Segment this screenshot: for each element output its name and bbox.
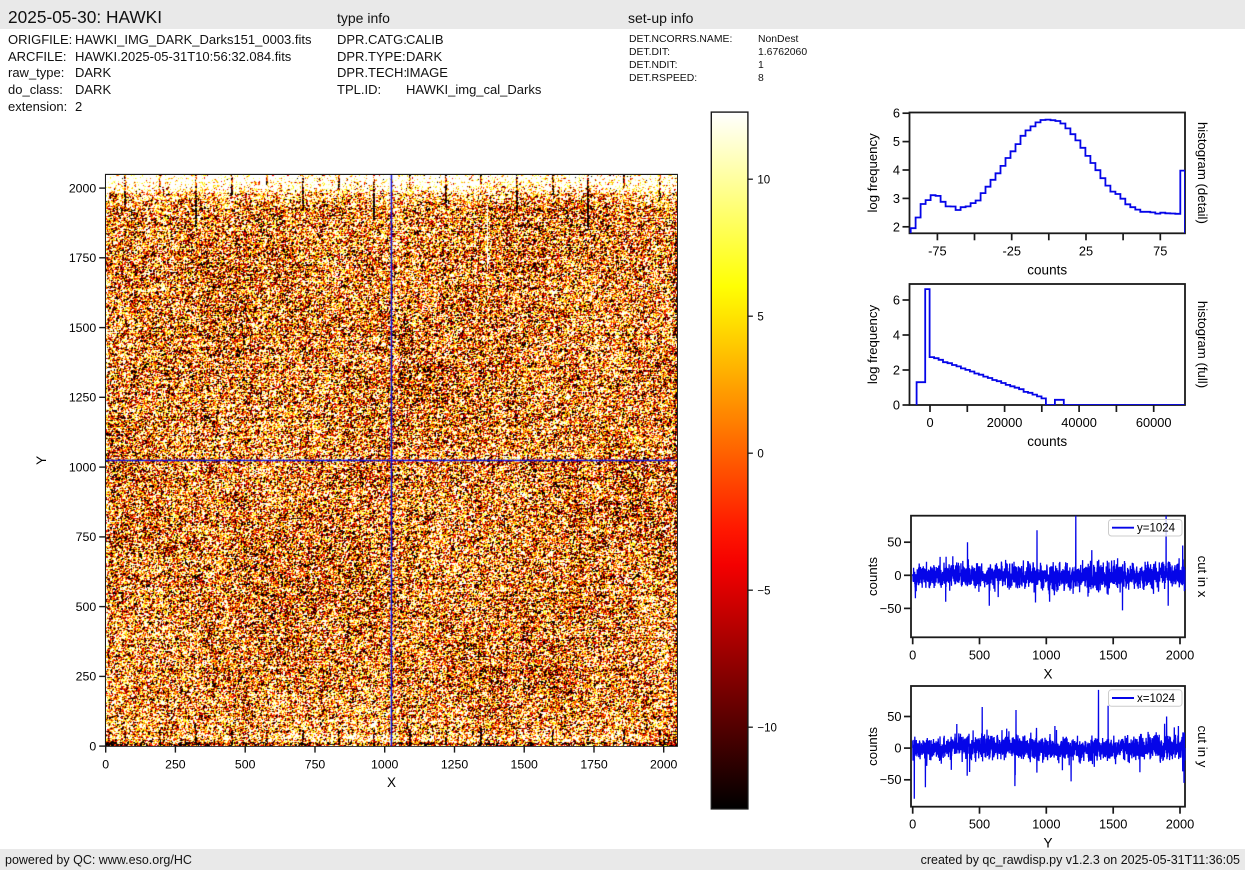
svg-text:25: 25	[1079, 243, 1093, 258]
svg-text:5: 5	[757, 311, 763, 323]
svg-text:40000: 40000	[1061, 415, 1097, 430]
svg-text:−5: −5	[757, 585, 770, 597]
svg-text:0: 0	[894, 741, 901, 756]
svg-text:1000: 1000	[371, 758, 399, 772]
svg-text:500: 500	[969, 647, 990, 662]
svg-text:0: 0	[894, 568, 901, 583]
svg-text:−10: −10	[757, 722, 777, 734]
svg-text:counts: counts	[1027, 434, 1067, 449]
svg-text:6: 6	[893, 106, 900, 121]
svg-text:0: 0	[757, 448, 763, 460]
svg-text:1500: 1500	[1099, 817, 1127, 832]
svg-text:75: 75	[1153, 243, 1167, 258]
svg-text:5: 5	[893, 134, 900, 149]
svg-text:10: 10	[757, 174, 770, 186]
svg-text:1000: 1000	[1032, 647, 1060, 662]
svg-text:2: 2	[893, 363, 900, 378]
svg-text:0: 0	[909, 817, 916, 832]
svg-text:1250: 1250	[441, 758, 469, 772]
svg-text:1000: 1000	[1032, 817, 1060, 832]
svg-text:1000: 1000	[69, 460, 97, 474]
svg-text:−50: −50	[880, 601, 902, 616]
svg-text:y=1024: y=1024	[1137, 523, 1176, 535]
svg-text:X: X	[1043, 666, 1052, 681]
svg-text:2000: 2000	[650, 758, 678, 772]
svg-text:750: 750	[305, 758, 326, 772]
svg-text:-25: -25	[1002, 243, 1021, 258]
svg-text:2000: 2000	[1166, 647, 1194, 662]
svg-text:750: 750	[76, 530, 97, 544]
svg-text:Y: Y	[34, 456, 49, 465]
svg-text:-75: -75	[928, 243, 947, 258]
svg-text:x=1024: x=1024	[1137, 693, 1176, 705]
svg-text:1500: 1500	[511, 758, 539, 772]
svg-text:500: 500	[235, 758, 256, 772]
svg-text:0: 0	[909, 647, 916, 662]
svg-text:counts: counts	[1027, 262, 1067, 277]
svg-text:50: 50	[887, 709, 901, 724]
svg-text:counts: counts	[865, 727, 880, 766]
svg-text:counts: counts	[865, 557, 880, 596]
svg-text:2: 2	[893, 219, 900, 234]
svg-text:0: 0	[893, 398, 900, 413]
svg-text:6: 6	[893, 293, 900, 308]
svg-text:1750: 1750	[69, 251, 97, 265]
svg-text:60000: 60000	[1136, 415, 1172, 430]
svg-text:0: 0	[89, 739, 96, 753]
svg-text:500: 500	[76, 600, 97, 614]
svg-text:500: 500	[969, 817, 990, 832]
svg-text:log frequency: log frequency	[865, 133, 880, 213]
svg-text:20000: 20000	[987, 415, 1023, 430]
svg-text:3: 3	[893, 191, 900, 206]
svg-text:0: 0	[926, 415, 933, 430]
svg-text:1750: 1750	[580, 758, 608, 772]
svg-text:2000: 2000	[69, 181, 97, 195]
svg-text:4: 4	[893, 163, 900, 178]
svg-text:1500: 1500	[1099, 647, 1127, 662]
svg-text:250: 250	[76, 670, 97, 684]
svg-text:1500: 1500	[69, 321, 97, 335]
svg-text:cut in x: cut in x	[1195, 556, 1210, 598]
svg-text:histogram (full): histogram (full)	[1195, 301, 1210, 388]
svg-text:log frequency: log frequency	[865, 305, 880, 385]
svg-text:histogram (detail): histogram (detail)	[1195, 122, 1210, 224]
svg-text:cut in y: cut in y	[1195, 726, 1210, 768]
svg-text:0: 0	[102, 758, 109, 772]
svg-text:4: 4	[893, 328, 900, 343]
svg-text:50: 50	[887, 535, 901, 550]
svg-text:250: 250	[165, 758, 186, 772]
svg-text:−50: −50	[880, 772, 902, 787]
svg-text:2000: 2000	[1166, 817, 1194, 832]
svg-text:Y: Y	[1043, 836, 1052, 851]
svg-text:X: X	[387, 775, 396, 790]
svg-text:1250: 1250	[69, 391, 97, 405]
